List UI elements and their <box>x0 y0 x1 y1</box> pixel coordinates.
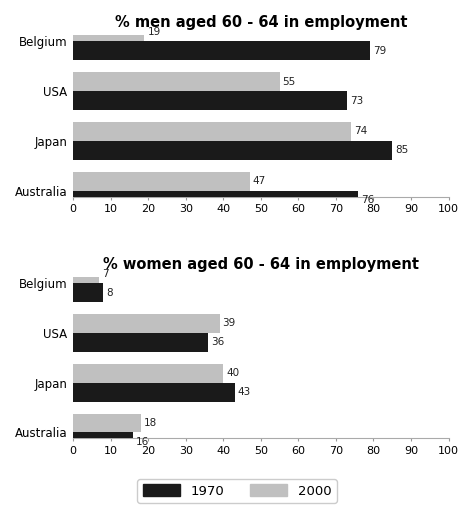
Bar <box>73 264 100 283</box>
Bar <box>73 433 133 452</box>
Text: 18: 18 <box>144 418 157 428</box>
Bar <box>73 141 392 160</box>
Bar <box>73 72 280 91</box>
Bar <box>73 41 370 60</box>
Legend: 1970, 2000: 1970, 2000 <box>137 479 337 503</box>
Bar <box>73 91 347 110</box>
Bar <box>73 414 141 433</box>
Text: 16: 16 <box>136 437 149 447</box>
Text: 73: 73 <box>350 96 364 105</box>
Title: % women aged 60 - 64 in employment: % women aged 60 - 64 in employment <box>103 257 419 272</box>
Title: % men aged 60 - 64 in employment: % men aged 60 - 64 in employment <box>115 15 407 30</box>
Bar <box>73 190 358 209</box>
Text: 43: 43 <box>237 387 251 397</box>
Bar <box>73 333 208 352</box>
Text: 47: 47 <box>253 176 266 186</box>
Text: 8: 8 <box>106 288 113 297</box>
Text: 76: 76 <box>362 195 374 205</box>
Text: 39: 39 <box>223 318 236 329</box>
Text: 74: 74 <box>354 126 367 136</box>
Bar <box>73 314 219 333</box>
Bar <box>73 283 103 302</box>
Text: 7: 7 <box>102 269 109 279</box>
Bar <box>73 122 351 141</box>
Text: 36: 36 <box>211 337 225 347</box>
Text: 55: 55 <box>283 77 296 87</box>
Bar <box>73 382 235 401</box>
Text: 85: 85 <box>395 145 409 155</box>
Bar <box>73 364 223 382</box>
Bar <box>73 172 250 190</box>
Bar <box>73 23 145 41</box>
Text: 19: 19 <box>147 27 161 37</box>
Text: 40: 40 <box>226 368 239 378</box>
Text: 79: 79 <box>373 46 386 56</box>
